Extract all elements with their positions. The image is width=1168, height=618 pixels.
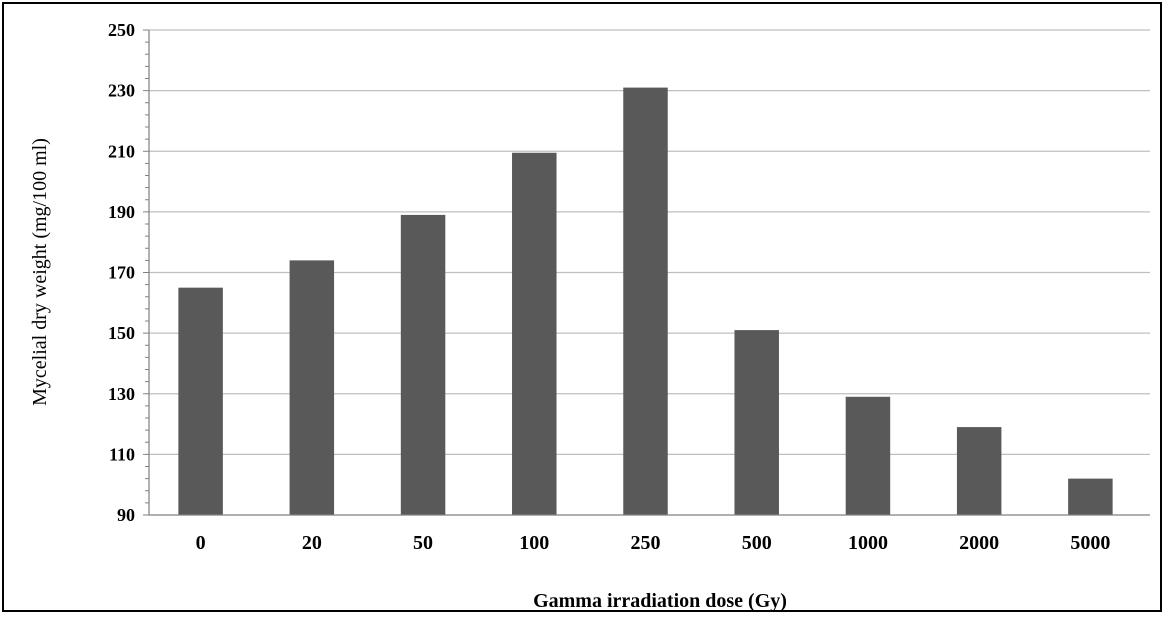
y-tick-label: 210 — [108, 141, 135, 161]
y-tick-label: 150 — [108, 323, 135, 343]
y-tick-label: 90 — [117, 505, 135, 525]
x-tick-label: 250 — [631, 532, 661, 554]
y-tick-label: 110 — [109, 444, 135, 464]
x-tick-label: 5000 — [1070, 532, 1110, 554]
y-tick-label: 170 — [108, 263, 135, 283]
bar — [400, 214, 446, 515]
bar — [845, 396, 891, 515]
bar — [734, 330, 779, 515]
bar — [623, 87, 668, 515]
x-tick-label: 50 — [413, 532, 433, 554]
y-tick-label: 190 — [108, 202, 135, 222]
x-tick-label: 100 — [519, 532, 549, 554]
bar — [512, 152, 557, 515]
y-axis-title: Mycelial dry weight (mg/100 ml) — [29, 138, 51, 406]
x-axis-title: Gamma irradiation dose (Gy) — [533, 590, 787, 612]
x-tick-label: 1000 — [848, 532, 888, 554]
bar — [289, 260, 335, 515]
bar — [956, 427, 1002, 515]
bar — [1068, 478, 1113, 515]
axes — [143, 29, 1150, 516]
y-tick-labels: 90 110 130 150 170 190 210 230 250 — [108, 20, 135, 525]
bar — [178, 287, 223, 515]
x-tick-labels: 0 20 50 100 250 500 1000 2000 5000 — [196, 532, 1111, 554]
y-tick-label: 230 — [108, 81, 135, 101]
y-tick-label: 250 — [108, 20, 135, 40]
y-tick-label: 130 — [108, 384, 135, 404]
x-tick-label: 20 — [302, 532, 322, 554]
x-tick-label: 2000 — [959, 532, 999, 554]
x-tick-label: 0 — [196, 532, 206, 554]
x-tick-label: 500 — [742, 532, 772, 554]
bars — [178, 87, 1113, 515]
